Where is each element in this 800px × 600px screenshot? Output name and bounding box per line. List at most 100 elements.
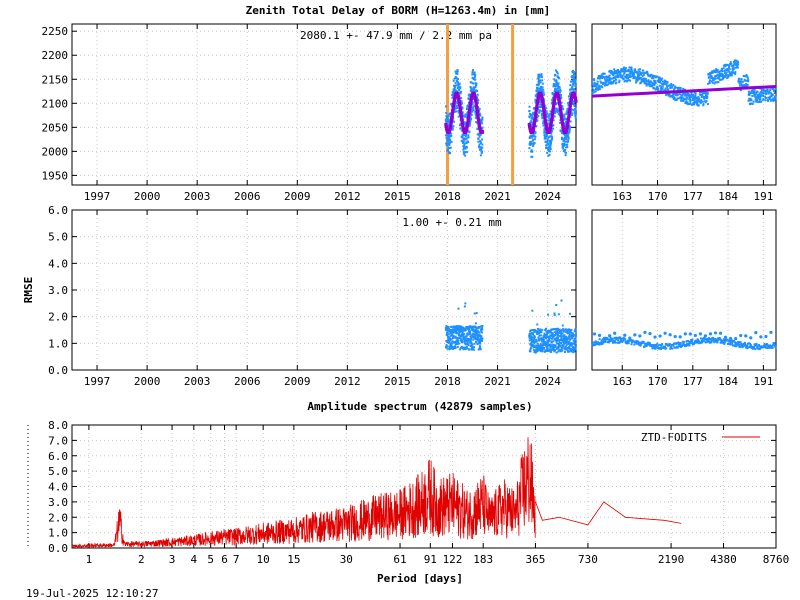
ztd-recent-point bbox=[622, 78, 625, 81]
rmse-point bbox=[552, 347, 555, 350]
rmse-point bbox=[466, 333, 469, 336]
ztd-point bbox=[468, 95, 471, 98]
ztd-recent-point bbox=[626, 74, 629, 77]
ztd-point bbox=[471, 73, 474, 76]
ztd-recent-point bbox=[728, 68, 731, 71]
rmse-point bbox=[465, 334, 468, 337]
ztd-point bbox=[454, 107, 457, 110]
spectrum-line bbox=[71, 437, 536, 549]
ztd-point bbox=[573, 87, 576, 90]
rmse-recent-point bbox=[765, 344, 768, 347]
rmse-point bbox=[574, 346, 577, 349]
ztd-point bbox=[475, 121, 478, 124]
ztd-recent-point bbox=[595, 84, 598, 87]
rmse-recent-point bbox=[615, 338, 618, 341]
ztd-point bbox=[477, 133, 480, 136]
ztd-recent-point bbox=[760, 94, 763, 97]
ztd-point bbox=[557, 89, 560, 92]
ztd-point bbox=[557, 113, 560, 116]
ztd-point bbox=[564, 151, 567, 154]
ztd-point bbox=[537, 114, 540, 117]
rmse-point bbox=[452, 347, 455, 350]
rmse-point bbox=[476, 343, 479, 346]
rmse-point bbox=[461, 341, 464, 344]
ztd-recent-point bbox=[774, 88, 777, 91]
rmse-point bbox=[557, 336, 560, 339]
ztd-point bbox=[449, 151, 452, 154]
rmse-recent-marker bbox=[597, 333, 602, 338]
rmse-recent-point bbox=[757, 343, 760, 346]
rmse-recent-point bbox=[635, 340, 638, 343]
rmse-point bbox=[554, 334, 557, 337]
rmse-point bbox=[473, 329, 476, 332]
ztd-point bbox=[552, 119, 555, 122]
ztd-point bbox=[554, 73, 557, 76]
ztd-recent-point bbox=[613, 68, 616, 71]
ztd-point bbox=[480, 146, 483, 149]
rmse-point bbox=[476, 337, 479, 340]
x-tick-label: 2018 bbox=[434, 375, 461, 388]
rmse-recent-marker bbox=[698, 332, 702, 336]
ztd-recent-point bbox=[694, 94, 697, 97]
ztd-recent-point bbox=[646, 73, 649, 76]
ztd-point bbox=[544, 137, 547, 140]
rmse-point bbox=[551, 335, 554, 338]
ztd-point bbox=[550, 129, 553, 132]
ztd-point bbox=[474, 112, 477, 115]
rmse-point bbox=[568, 341, 571, 344]
ztd-recent-point bbox=[687, 103, 690, 106]
ztd-recent-point bbox=[691, 93, 694, 96]
ztd-recent-point bbox=[717, 81, 720, 84]
rmse-point bbox=[559, 335, 562, 338]
ztd-recent-point bbox=[596, 87, 599, 90]
ztd-recent-point bbox=[698, 100, 701, 103]
ztd-point bbox=[560, 101, 563, 104]
ztd-recent-point bbox=[725, 71, 728, 74]
ztd-point bbox=[447, 133, 450, 136]
rmse-recent-point bbox=[724, 341, 727, 344]
ztd-recent-point bbox=[631, 70, 634, 73]
ztd-point bbox=[562, 150, 565, 153]
x-tick-label: 2024 bbox=[534, 190, 561, 203]
ztd-recent-point bbox=[687, 95, 690, 98]
ztd-point bbox=[456, 81, 459, 84]
ztd-point bbox=[550, 132, 553, 135]
ztd-point bbox=[537, 75, 540, 78]
ztd-recent-point bbox=[660, 77, 663, 80]
ztd-recent-point bbox=[652, 74, 655, 77]
ztd-point bbox=[571, 75, 574, 78]
rmse-point bbox=[468, 338, 471, 341]
ztd-recent-point bbox=[671, 96, 674, 99]
ztd-point bbox=[531, 116, 534, 119]
rmse-recent-point bbox=[765, 346, 768, 349]
ztd-point bbox=[557, 82, 560, 85]
ztd-recent-point bbox=[769, 95, 772, 98]
ztd-recent-point bbox=[664, 89, 667, 92]
rmse-point bbox=[574, 339, 577, 342]
rmse-point bbox=[472, 348, 475, 351]
ztd-recent-point bbox=[715, 68, 718, 71]
ztd-point bbox=[573, 100, 576, 103]
rmse-point bbox=[574, 334, 577, 337]
ztd-recent-point bbox=[669, 94, 672, 97]
ztd-recent-point bbox=[736, 64, 739, 67]
rmse-point bbox=[477, 340, 480, 343]
ztd-recent-point bbox=[706, 91, 709, 94]
rmse-recent-point bbox=[678, 345, 681, 348]
rmse-recent-point bbox=[719, 338, 722, 341]
ztd-point bbox=[460, 97, 463, 100]
y-tick-label: 2200 bbox=[42, 49, 69, 62]
x-tick-label: 177 bbox=[683, 190, 703, 203]
ztd-point bbox=[561, 106, 564, 109]
rmse-point bbox=[473, 342, 476, 345]
ztd-recent-point bbox=[709, 71, 712, 74]
rmse-point bbox=[469, 332, 472, 335]
ztd-point bbox=[481, 143, 484, 146]
rmse-point bbox=[568, 328, 571, 331]
ztd-recent-point bbox=[688, 98, 691, 101]
ztd-point bbox=[570, 80, 573, 83]
rmse-recent-point bbox=[631, 339, 634, 342]
ztd-point bbox=[573, 75, 576, 78]
ztd-recent-point bbox=[652, 82, 655, 85]
rmse-point bbox=[540, 338, 543, 341]
